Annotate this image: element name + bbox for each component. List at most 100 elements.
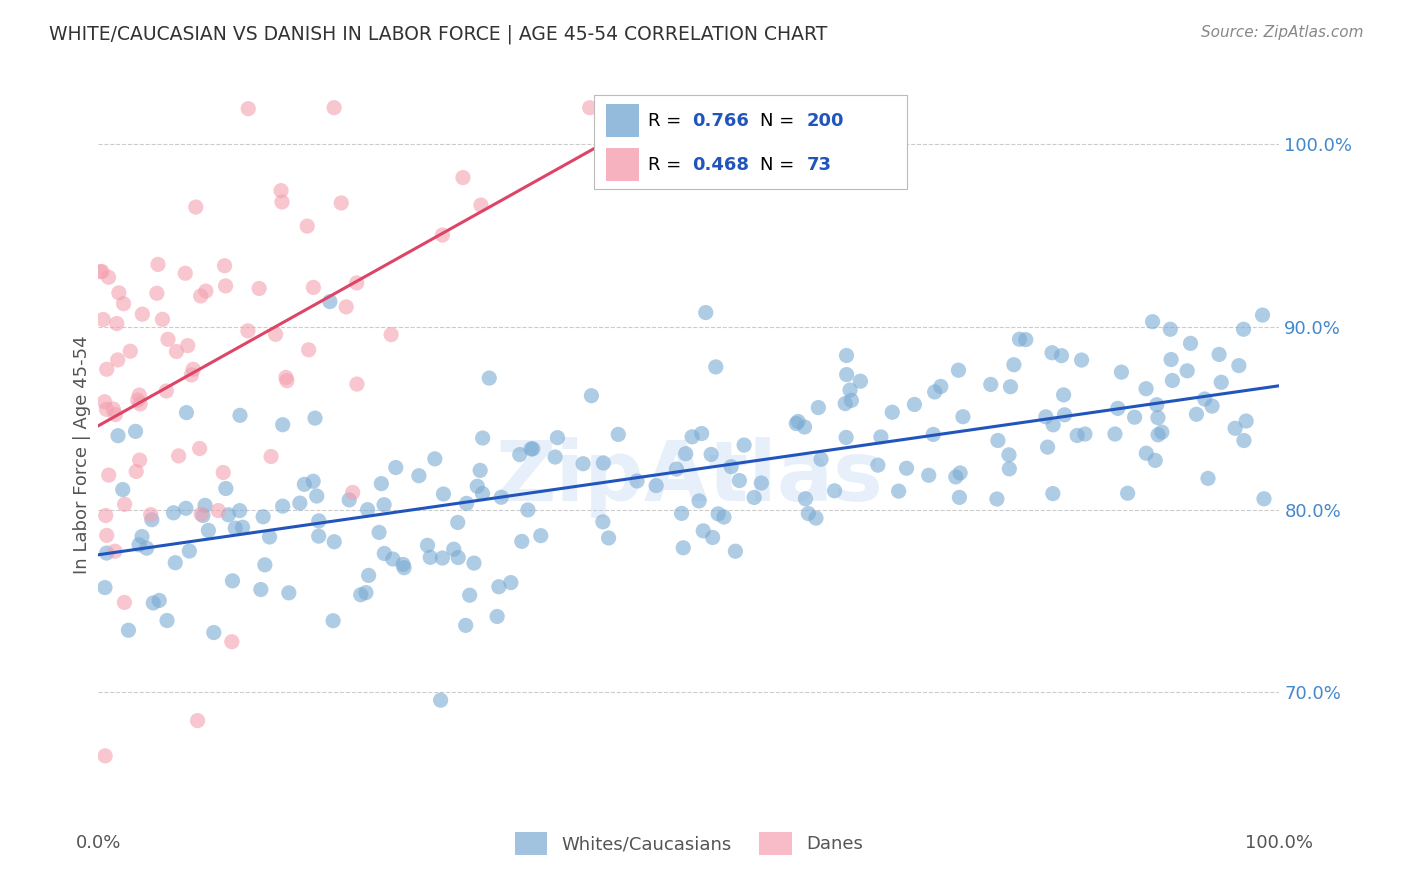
- Point: [89, 265, 111, 279]
- Point: [96, 402, 118, 417]
- Point: [356, 502, 378, 516]
- Point: [384, 460, 406, 475]
- Point: [152, 312, 174, 326]
- Point: [1066, 428, 1088, 442]
- Point: [1135, 382, 1157, 396]
- Point: [270, 184, 292, 198]
- Point: [1146, 398, 1168, 412]
- Point: [271, 194, 294, 209]
- Point: [221, 634, 243, 648]
- Point: [1107, 401, 1129, 416]
- Point: [443, 542, 465, 557]
- Point: [841, 393, 863, 408]
- Point: [416, 538, 439, 552]
- Point: [1116, 486, 1139, 500]
- Point: [665, 462, 688, 476]
- Point: [94, 581, 117, 595]
- Point: [1008, 332, 1031, 346]
- Point: [297, 219, 319, 234]
- Point: [187, 714, 209, 728]
- Point: [728, 474, 751, 488]
- Point: [292, 477, 315, 491]
- Point: [572, 457, 595, 471]
- Point: [335, 300, 357, 314]
- Point: [1142, 315, 1164, 329]
- Point: [156, 614, 179, 628]
- Point: [1135, 446, 1157, 460]
- Point: [373, 498, 395, 512]
- Point: [108, 285, 131, 300]
- Point: [423, 451, 446, 466]
- Point: [214, 259, 236, 273]
- Point: [308, 514, 330, 528]
- Point: [381, 552, 404, 566]
- Point: [468, 463, 491, 477]
- Point: [354, 585, 377, 599]
- Point: [212, 466, 235, 480]
- Point: [305, 489, 328, 503]
- Point: [167, 449, 190, 463]
- Point: [1000, 380, 1022, 394]
- Point: [488, 580, 510, 594]
- Point: [112, 595, 135, 609]
- Point: [1144, 453, 1167, 467]
- Point: [94, 508, 117, 523]
- Point: [229, 409, 252, 423]
- FancyBboxPatch shape: [606, 148, 640, 181]
- Point: [785, 417, 807, 431]
- Point: [166, 344, 188, 359]
- Point: [155, 384, 177, 398]
- Point: [107, 428, 129, 442]
- Point: [724, 544, 747, 558]
- Point: [302, 475, 325, 489]
- Point: [1050, 349, 1073, 363]
- Point: [104, 408, 127, 422]
- Point: [509, 448, 531, 462]
- Point: [1232, 322, 1254, 336]
- Point: [131, 307, 153, 321]
- Point: [124, 425, 146, 439]
- Point: [882, 405, 904, 419]
- Point: [96, 362, 118, 376]
- Point: [117, 624, 139, 638]
- Point: [247, 281, 270, 295]
- Point: [217, 508, 239, 522]
- Point: [259, 530, 281, 544]
- Point: [742, 491, 765, 505]
- Point: [188, 442, 211, 456]
- Point: [471, 431, 494, 445]
- Point: [221, 574, 243, 588]
- Point: [695, 305, 717, 319]
- Point: [1175, 364, 1198, 378]
- Point: [1161, 374, 1184, 388]
- Point: [793, 420, 815, 434]
- Point: [146, 257, 169, 271]
- Point: [191, 508, 214, 523]
- Point: [1147, 410, 1170, 425]
- Point: [592, 515, 614, 529]
- Point: [392, 560, 415, 574]
- Point: [447, 516, 470, 530]
- Point: [323, 534, 346, 549]
- Point: [277, 586, 299, 600]
- Point: [276, 374, 298, 388]
- Point: [998, 448, 1021, 462]
- Point: [672, 541, 695, 555]
- Point: [918, 468, 941, 483]
- Point: [373, 547, 395, 561]
- Point: [835, 368, 858, 382]
- Point: [787, 415, 810, 429]
- Text: R =: R =: [648, 155, 686, 174]
- Point: [952, 409, 974, 424]
- Point: [419, 550, 441, 565]
- Point: [690, 426, 713, 441]
- Point: [700, 447, 723, 461]
- Point: [174, 501, 197, 516]
- Point: [350, 588, 373, 602]
- Point: [1253, 491, 1275, 506]
- Point: [165, 556, 187, 570]
- Point: [544, 450, 567, 464]
- Point: [671, 507, 693, 521]
- FancyBboxPatch shape: [606, 103, 640, 137]
- Point: [190, 289, 212, 303]
